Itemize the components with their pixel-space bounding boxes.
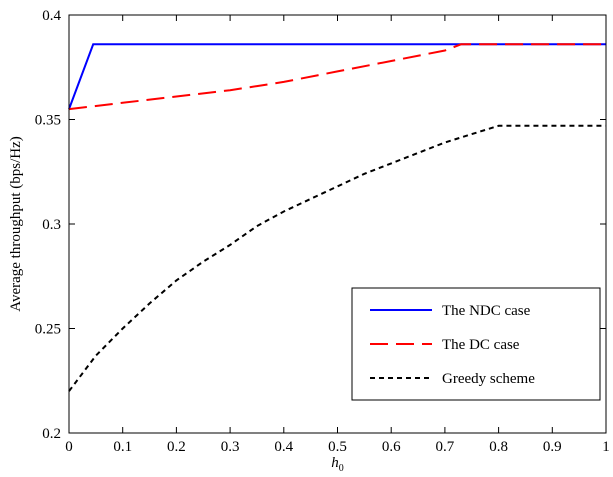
x-tick-label: 0.4 (274, 439, 293, 455)
series-line-2 (68, 124, 606, 392)
y-axis-label: Average throughput (bps/Hz) (8, 136, 24, 312)
x-axis-label: h0 (331, 455, 344, 474)
x-axis-label-main: h (331, 455, 339, 471)
tick-layer: 0 0.1 0.2 0.3 0.4 0.5 0.6 0.7 0.8 0.9 1 0.2 0.25 0.3 0… (35, 8, 610, 455)
y-tick-label: 0.4 (42, 8, 61, 24)
y-tick-label: 0.35 (35, 113, 61, 129)
x-tick-label: 0.5 (328, 439, 347, 455)
legend-label-0: The NDC case (442, 303, 531, 319)
legend-label-1: The DC case (442, 337, 520, 353)
legend: The NDC case The DC case Greedy scheme (351, 287, 601, 401)
legend-box (351, 287, 601, 401)
x-tick-label: 0 (65, 439, 73, 455)
y-tick-label: 0.2 (42, 426, 61, 442)
x-tick-label: 0.2 (167, 439, 186, 455)
x-tick-label: 0.6 (382, 439, 401, 455)
x-axis-label-subscript: 0 (339, 463, 344, 474)
x-tick-label: 1 (602, 439, 610, 455)
x-tick-label: 0.7 (436, 439, 455, 455)
legend-label-2: Greedy scheme (442, 371, 535, 387)
series-layer (68, 43, 606, 392)
x-tick-label: 0.9 (543, 439, 562, 455)
series-line-1 (68, 43, 606, 111)
y-tick-label: 0.25 (35, 322, 61, 338)
x-tick-label: 0.1 (113, 439, 132, 455)
x-tick-label: 0.8 (489, 439, 508, 455)
x-tick-label: 0.3 (221, 439, 240, 455)
y-tick-label: 0.3 (42, 217, 61, 233)
